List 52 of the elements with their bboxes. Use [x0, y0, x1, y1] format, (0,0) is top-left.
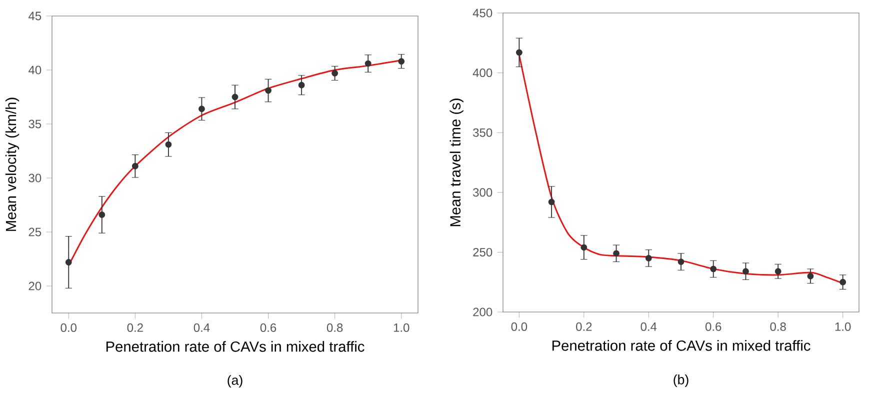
- point: [678, 258, 684, 265]
- point: [548, 198, 555, 206]
- point: [645, 254, 652, 262]
- y-tick-label: 45: [28, 12, 42, 20]
- x-tick-label: 0.0: [60, 323, 77, 332]
- y-axis-title: Mean velocity (km/h): [5, 98, 20, 231]
- point: [165, 141, 172, 148]
- x-tick-label: 0.2: [576, 322, 592, 331]
- y-tick-label: 40: [28, 66, 42, 74]
- point: [265, 87, 272, 94]
- x-axis-title: Penetration rate of CAVs in mixed traffic: [106, 341, 364, 352]
- point: [840, 278, 846, 286]
- x-tick-label: 0.4: [194, 323, 210, 332]
- point: [774, 268, 782, 275]
- x-tick-label: 0.8: [326, 323, 343, 332]
- point: [232, 94, 238, 100]
- point: [198, 106, 205, 112]
- y-tick-label: 250: [473, 248, 492, 256]
- y-tick-label: 35: [28, 120, 42, 128]
- y-tick-label: 20: [28, 282, 42, 290]
- y-tick-label: 25: [28, 228, 42, 236]
- x-tick-label: 0.6: [705, 322, 722, 331]
- point: [742, 268, 749, 275]
- x-tick-label: 0.6: [260, 323, 276, 332]
- point: [98, 212, 106, 218]
- x-tick-label: 0.4: [640, 322, 657, 331]
- y-tick-label: 300: [473, 188, 492, 197]
- text: (a): [228, 375, 242, 388]
- x-tick-label: 0.8: [770, 322, 786, 331]
- point: [807, 272, 814, 280]
- x-axis-title: Penetration rate of CAVs in mixed traffic: [552, 340, 810, 351]
- point: [516, 49, 522, 56]
- y-tick-label: 450: [472, 8, 492, 18]
- y-axis-title: Mean travel time (s): [450, 98, 464, 226]
- y-tick-label: 350: [473, 128, 492, 137]
- point: [580, 244, 588, 251]
- x-tick-label: 0.2: [127, 323, 143, 332]
- x-tick-label: 0.0: [511, 322, 528, 331]
- point: [65, 259, 72, 266]
- x-tick-label: 1.0: [394, 323, 410, 332]
- y-tick-label: 30: [28, 174, 42, 182]
- point: [298, 82, 305, 88]
- point: [398, 58, 405, 65]
- text: (b): [674, 374, 688, 387]
- x-tick-label: 1.0: [835, 322, 851, 331]
- point: [132, 162, 138, 170]
- point: [613, 250, 620, 257]
- point: [364, 60, 372, 67]
- point: [332, 70, 338, 76]
- y-tick-label: 200: [473, 308, 492, 316]
- y-tick-label: 400: [472, 68, 492, 78]
- point: [710, 266, 717, 272]
